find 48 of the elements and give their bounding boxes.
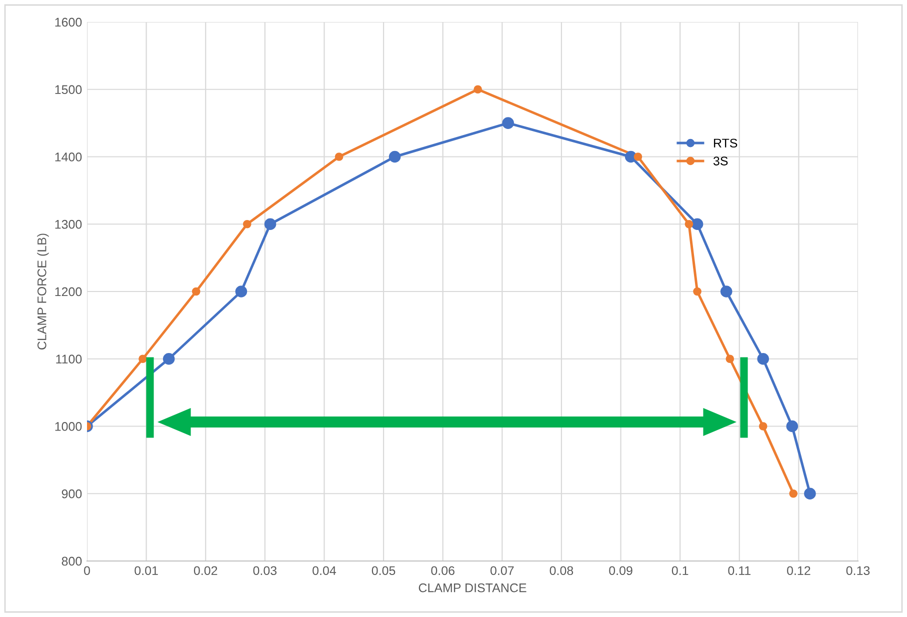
y-tick-label: 1000: [55, 422, 82, 431]
point: [757, 352, 770, 365]
x-tick-label: 0.02: [194, 566, 218, 576]
y-axis-title: CLAMP FORCE (LB): [37, 234, 49, 350]
legend-label: 3S: [713, 156, 728, 166]
x-tick-label: 0.03: [253, 566, 277, 576]
x-tick-label: 0.04: [312, 566, 336, 576]
point: [804, 488, 816, 500]
x-tick-label: 0.1: [672, 566, 688, 576]
x-tick-label: 0.06: [431, 566, 454, 576]
point: [634, 152, 642, 161]
point: [720, 286, 732, 298]
point: [684, 220, 694, 228]
point: [786, 420, 798, 432]
x-tick-label: 0.11: [728, 566, 750, 576]
point: [502, 117, 514, 129]
y-tick-label: 1300: [55, 220, 82, 229]
point: [235, 286, 248, 298]
y-tick-label: 1500: [55, 85, 82, 94]
legend-label: RTS: [714, 138, 738, 148]
x-tick-label: 0.05: [372, 566, 396, 576]
point: [138, 354, 147, 364]
point: [334, 152, 344, 161]
point: [242, 220, 252, 228]
x-tick-label: 0.09: [609, 566, 632, 576]
point: [388, 150, 401, 163]
x-tick-label: 0.01: [134, 566, 158, 576]
point: [192, 287, 200, 296]
point: [162, 352, 175, 365]
point: [691, 218, 704, 230]
x-tick-label: 0: [84, 566, 90, 576]
y-tick-label: 1400: [55, 152, 82, 162]
y-tick-label: 1100: [56, 354, 82, 364]
point: [726, 354, 734, 364]
x-tick-label: 0.13: [846, 566, 870, 576]
y-tick-label: 1600: [55, 18, 82, 27]
x-tick-label: 0.12: [787, 566, 810, 576]
point: [474, 85, 482, 94]
point: [758, 422, 768, 430]
x-axis-title: CLAMP DISTANCE: [418, 583, 526, 592]
y-tick-label: 1200: [55, 287, 82, 296]
point: [693, 287, 702, 296]
y-tick-label: 800: [62, 556, 82, 566]
x-tick-label: 0.07: [490, 566, 514, 576]
x-tick-label: 0.08: [550, 566, 574, 576]
point: [264, 218, 276, 230]
point: [789, 489, 798, 498]
y-tick-label: 900: [62, 489, 82, 498]
